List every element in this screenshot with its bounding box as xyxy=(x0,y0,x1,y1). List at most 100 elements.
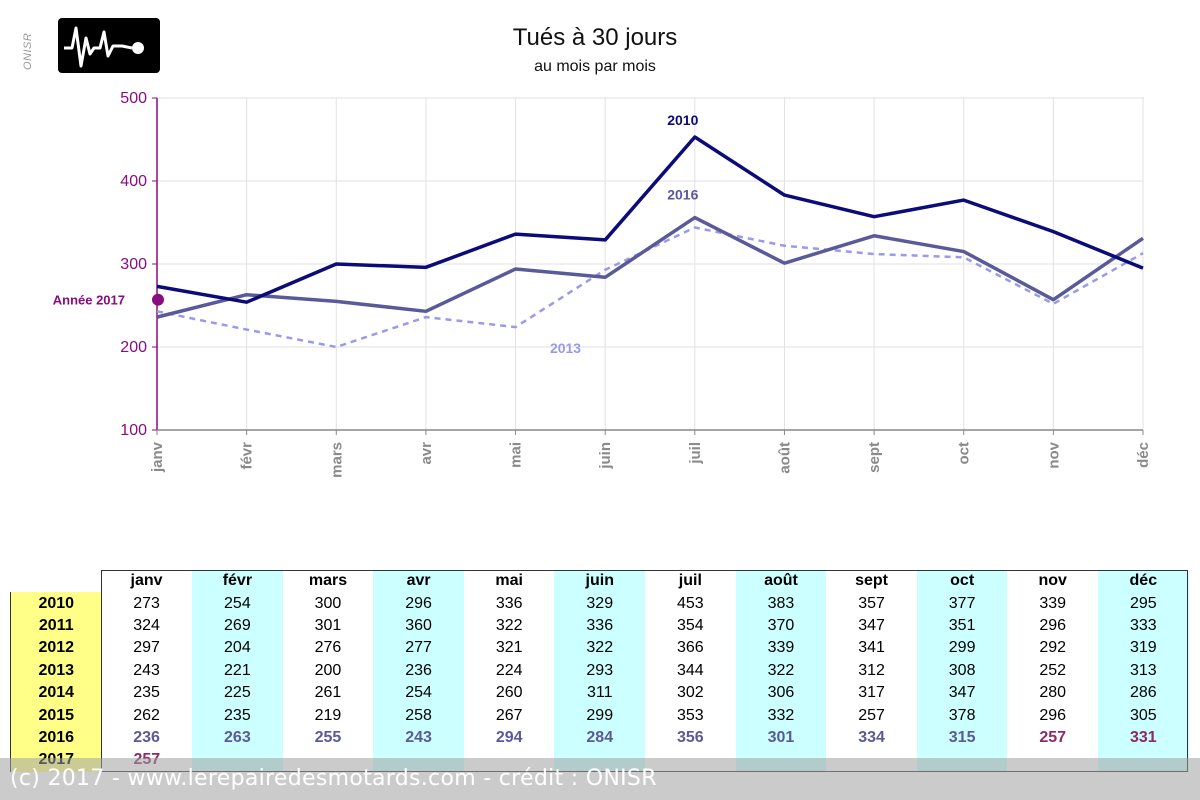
table-cell: 321 xyxy=(495,639,523,657)
x-tick-label: févr xyxy=(239,442,256,470)
x-tick-label: juil xyxy=(687,442,704,465)
table-cell: 219 xyxy=(314,706,342,724)
table-cell: 378 xyxy=(916,704,1008,727)
table-row-header: 2016 xyxy=(10,726,102,750)
table-cell: 255 xyxy=(314,728,342,746)
chart-title: Tués à 30 jours xyxy=(512,24,678,51)
x-tick-label: mai xyxy=(508,442,525,468)
table-column-header: mai xyxy=(495,572,523,590)
table-column-header: févr xyxy=(192,570,283,593)
table-row-header: 2012 xyxy=(10,637,102,660)
footer-credit: (c) 2017 - www.lerepairedesmotards.com -… xyxy=(10,766,657,791)
table-cell: 354 xyxy=(677,616,704,634)
table-cell: 383 xyxy=(735,592,827,615)
table-cell: 286 xyxy=(1098,681,1189,705)
table-cell: 292 xyxy=(1039,639,1067,657)
table-cell: 260 xyxy=(495,684,523,702)
data-table: janv févr mars avr mai juin juil août sept oct nov… xyxy=(10,570,1189,772)
point-2017 xyxy=(152,293,164,306)
table-cell: 221 xyxy=(192,659,283,682)
table-cell: 333 xyxy=(1098,614,1189,638)
table-cell: 301 xyxy=(314,616,342,634)
table-cell: 322 xyxy=(495,616,523,634)
table-cell: 353 xyxy=(677,706,704,724)
x-tick-label: nov xyxy=(1045,441,1062,468)
table-cell: 311 xyxy=(554,681,646,705)
table-cell: 300 xyxy=(314,594,342,612)
table-cell: 225 xyxy=(192,681,283,705)
table-cell: 324 xyxy=(133,616,160,634)
table-column-header: avr xyxy=(373,570,464,593)
table-cell: 357 xyxy=(858,594,885,612)
table-cell: 267 xyxy=(495,706,523,724)
table-cell: 332 xyxy=(735,704,827,727)
table-column-header: sept xyxy=(855,572,888,590)
heartbeat-icon xyxy=(64,26,144,68)
table-cell: 296 xyxy=(373,592,464,615)
table-cell: 269 xyxy=(192,614,283,638)
table-cell: 331 xyxy=(1098,726,1189,750)
table-cell: 297 xyxy=(133,639,160,657)
table-cell: 347 xyxy=(858,616,885,634)
y-tick-label: 500 xyxy=(120,90,147,107)
table-cell: 276 xyxy=(314,639,342,657)
table-corner xyxy=(10,570,102,593)
table-row: 2010 273 254 300 296 336 329 453 383 357 377 339 295 xyxy=(10,592,1189,615)
table-column-header: oct xyxy=(916,570,1008,593)
table-row-header: 2014 xyxy=(10,681,102,705)
table-cell: 296 xyxy=(1039,616,1067,634)
series-label-2010: 2010 xyxy=(667,112,698,128)
line-chart: 100 200 300 400 500 janv févr mars avr mai juin jui… xyxy=(53,90,1152,478)
table-column-header: janv xyxy=(130,572,163,590)
table-cell: 277 xyxy=(373,637,464,660)
table-column-header: juin xyxy=(554,570,646,593)
table-cell: 377 xyxy=(916,592,1008,615)
table-cell: 336 xyxy=(554,614,646,638)
table-column-header: juil xyxy=(678,572,702,590)
table-column-header: août xyxy=(735,570,827,593)
y-tick-label: 300 xyxy=(120,256,147,273)
table-cell: 344 xyxy=(677,661,704,679)
x-tick-label: août xyxy=(776,442,793,474)
y-tick-label: 200 xyxy=(120,339,147,356)
table-row: 2016 236 263 255 243 294 284 356 301 334 315 257 331 xyxy=(10,726,1189,750)
onisr-logo xyxy=(58,18,160,73)
table-cell: 243 xyxy=(133,661,160,679)
series-line-2013 xyxy=(156,226,1144,349)
table-cell: 204 xyxy=(192,637,283,660)
table-cell: 347 xyxy=(916,681,1008,705)
table-row-header: 2010 xyxy=(10,592,102,615)
table-cell: 294 xyxy=(495,728,523,746)
table-cell: 295 xyxy=(1098,592,1189,615)
table-cell: 258 xyxy=(373,704,464,727)
point-2017-label: Année 2017 xyxy=(53,293,125,308)
table-cell: 339 xyxy=(1039,594,1067,612)
table-row-header: 2011 xyxy=(10,614,102,638)
table-cell: 341 xyxy=(858,639,885,657)
series-label-2013: 2013 xyxy=(550,340,581,356)
table-cell: 312 xyxy=(858,661,885,679)
table-cell: 322 xyxy=(735,659,827,682)
table-cell: 235 xyxy=(192,704,283,727)
table-column-header: nov xyxy=(1038,572,1067,590)
table-row: 2014 235 225 261 254 260 311 302 306 317 347 280 286 xyxy=(10,681,1189,705)
table-row: 2013 243 221 200 236 224 293 344 322 312 308 252 313 xyxy=(10,659,1189,682)
table-cell: 261 xyxy=(314,684,342,702)
table-cell: 306 xyxy=(735,681,827,705)
table-row: 2011 324 269 301 360 322 336 354 370 347 351 296 333 xyxy=(10,614,1189,638)
table-cell: 252 xyxy=(1039,661,1067,679)
table-cell: 296 xyxy=(1039,706,1067,724)
table-cell: 284 xyxy=(554,726,646,750)
x-tick-label: juin xyxy=(597,442,614,470)
table-cell: 293 xyxy=(554,659,646,682)
table-cell: 315 xyxy=(916,726,1008,750)
table-cell: 317 xyxy=(858,684,885,702)
table-cell: 273 xyxy=(133,594,160,612)
x-tick-label: sept xyxy=(866,442,883,473)
table-cell: 360 xyxy=(373,614,464,638)
table-cell: 236 xyxy=(373,659,464,682)
table-cell: 236 xyxy=(133,728,160,746)
table-cell: 339 xyxy=(735,637,827,660)
table-row: 2015 262 235 219 258 267 299 353 332 257 378 296 305 xyxy=(10,704,1189,727)
table-column-header: déc xyxy=(1098,570,1189,593)
